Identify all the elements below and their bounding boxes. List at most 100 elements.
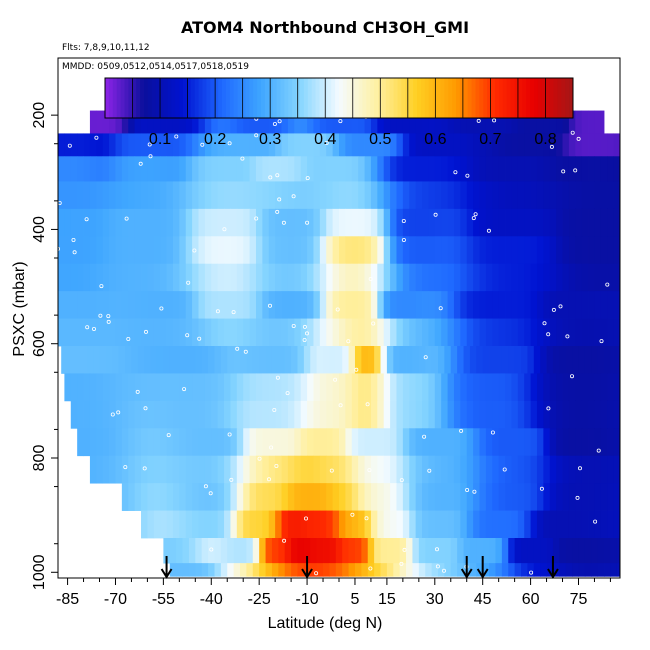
heatmap-cell — [102, 318, 110, 347]
heatmap-cell — [607, 181, 615, 210]
heatmap-cell — [141, 133, 148, 157]
heatmap-cell — [224, 400, 231, 429]
colorbar-segment — [186, 78, 192, 118]
heatmap-cell — [536, 318, 544, 347]
heatmap-cell — [511, 236, 519, 265]
heatmap-cell — [530, 236, 538, 265]
heatmap-cell — [220, 538, 228, 564]
heatmap-cell — [255, 318, 263, 347]
heatmap-cell — [169, 346, 177, 374]
heatmap-cell — [319, 318, 327, 347]
heatmap-cell — [530, 208, 538, 237]
heatmap-cell — [527, 563, 535, 577]
heatmap-cell — [428, 156, 436, 182]
heatmap-cell — [307, 318, 314, 347]
heatmap-cell — [345, 133, 353, 157]
heatmap-cell — [358, 510, 365, 539]
heatmap-cell — [549, 483, 557, 511]
heatmap-cell — [249, 181, 257, 210]
heatmap-cell — [412, 563, 420, 577]
heatmap-cell — [246, 346, 254, 374]
heatmap-cell — [96, 156, 104, 182]
heatmap-cell — [204, 236, 212, 265]
heatmap-cell — [422, 373, 429, 402]
colorbar-segment — [140, 78, 145, 118]
heatmap-cell — [396, 455, 404, 484]
heatmap-cell — [313, 291, 321, 319]
heatmap-cell — [447, 181, 455, 210]
heatmap-cell — [109, 263, 116, 292]
heatmap-cell — [530, 133, 538, 157]
heatmap-cell — [179, 428, 187, 457]
observation-marker — [106, 319, 111, 324]
heatmap-cell — [533, 346, 541, 374]
heatmap-cell — [543, 318, 551, 347]
heatmap-cell — [300, 156, 308, 182]
heatmap-cell — [351, 133, 359, 157]
heatmap-cell — [300, 428, 308, 457]
heatmap-cell — [549, 291, 557, 319]
heatmap-cell — [402, 483, 410, 511]
heatmap-cell — [434, 110, 442, 134]
heatmap-cell — [610, 346, 618, 374]
heatmap-cell — [192, 318, 199, 347]
observation-marker — [441, 568, 446, 573]
heatmap-cell — [600, 318, 608, 347]
heatmap-cell — [102, 236, 110, 265]
heatmap-cell — [243, 208, 250, 237]
heatmap-cell — [495, 346, 503, 374]
heatmap-cell — [568, 483, 576, 511]
heatmap-cell — [613, 510, 621, 539]
heatmap-cell — [287, 455, 295, 484]
observation-marker — [585, 580, 590, 585]
heatmap-cell — [613, 181, 621, 210]
heatmap-cell — [505, 156, 512, 182]
heatmap-cell — [441, 133, 448, 157]
heatmap-cell — [345, 208, 353, 237]
heatmap-cell — [441, 208, 448, 237]
heatmap-cell — [345, 428, 353, 457]
heatmap-cell — [211, 236, 219, 265]
heatmap-cell — [485, 208, 493, 237]
heatmap-cell — [275, 133, 282, 157]
heatmap-cell — [422, 483, 429, 511]
heatmap-cell — [268, 373, 276, 402]
heatmap-cell — [89, 263, 97, 292]
observation-marker — [135, 389, 140, 394]
heatmap-cell — [281, 291, 289, 319]
heatmap-cell — [479, 181, 487, 210]
heatmap-cell — [255, 133, 263, 157]
heatmap-cell — [275, 510, 282, 539]
heatmap-cell — [399, 346, 407, 374]
heatmap-cell — [492, 181, 500, 210]
observation-marker — [305, 176, 310, 181]
heatmap-cell — [572, 563, 579, 577]
heatmap-cell — [307, 156, 314, 182]
heatmap-cell — [505, 428, 512, 457]
heatmap-cell — [128, 318, 136, 347]
heatmap-cell — [473, 291, 480, 319]
heatmap-cell — [345, 236, 353, 265]
heatmap-cell — [511, 483, 519, 511]
heatmap-cell — [153, 133, 161, 157]
heatmap-cell — [406, 538, 413, 564]
heatmap-cell — [415, 263, 423, 292]
heatmap-cell — [473, 400, 480, 429]
heatmap-cell — [243, 133, 250, 157]
heatmap-cell — [594, 510, 602, 539]
heatmap-cell — [102, 400, 110, 429]
heatmap-cell — [265, 563, 273, 577]
heatmap-cell — [390, 291, 397, 319]
observation-marker — [257, 456, 262, 461]
heatmap-cell — [141, 110, 148, 134]
heatmap-cell — [453, 133, 461, 157]
heatmap-cell — [195, 563, 203, 577]
heatmap-cell — [383, 291, 391, 319]
heatmap-cell — [492, 373, 500, 402]
observation-marker — [401, 218, 406, 223]
observation-marker — [106, 314, 111, 319]
heatmap-cell — [297, 538, 305, 564]
heatmap-cell — [160, 428, 167, 457]
heatmap-cell — [182, 563, 190, 577]
heatmap-cell — [556, 400, 563, 429]
